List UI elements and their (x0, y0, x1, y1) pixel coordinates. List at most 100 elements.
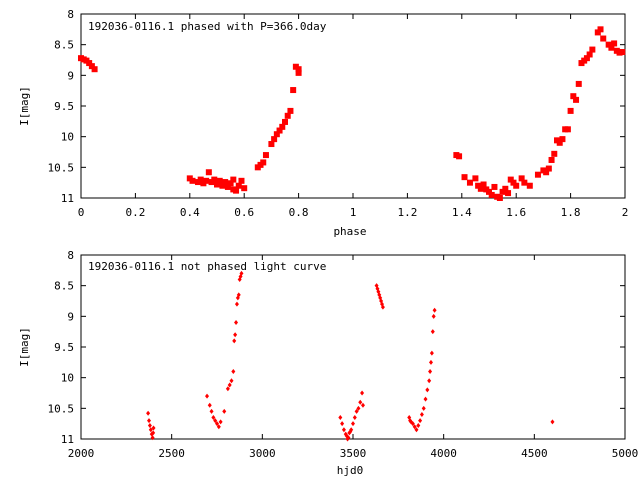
phased-x-tick-label: 0.6 (234, 206, 254, 219)
phased-data-point (502, 185, 509, 192)
phased-data-point (287, 107, 294, 114)
phased-x-tick-label: 0.4 (180, 206, 200, 219)
phased-data-point (605, 41, 612, 48)
phased-data-point (589, 46, 596, 53)
unphased-x-axis-label: hjd0 (337, 464, 364, 477)
phased-data-point (290, 87, 297, 94)
unphased-data-point (222, 408, 227, 414)
unphased-x-tick-label: 3000 (249, 447, 276, 460)
phased-y-tick-label: 8.5 (54, 39, 74, 52)
unphased-data-point (147, 423, 152, 429)
phased-y-tick-label: 10 (61, 131, 74, 144)
unphased-data-point (346, 435, 351, 441)
phased-y-tick-label: 10.5 (48, 161, 75, 174)
phased-y-tick-label: 9 (67, 69, 74, 82)
phased-data-point (260, 159, 267, 166)
unphased-data-point (412, 424, 417, 430)
unphased-y-tick-label: 10.5 (48, 402, 75, 415)
unphased-data-point (430, 329, 435, 335)
phased-data-point (86, 60, 93, 67)
unphased-y-axis-label: I[mag] (18, 327, 31, 367)
phased-data-point (268, 141, 275, 148)
phased-data-point (235, 182, 242, 189)
phased-data-point (507, 176, 514, 183)
unphased-x-tick-label: 2500 (158, 447, 185, 460)
unphased-data-point (360, 402, 365, 408)
phased-data-point (216, 177, 223, 184)
unphased-data-point (425, 387, 430, 393)
phased-data-point (499, 188, 506, 195)
unphased-y-tick-label: 11 (61, 433, 74, 446)
unphased-data-point (421, 405, 426, 411)
phased-data-point (611, 40, 618, 47)
phased-data-point (534, 171, 541, 178)
unphased-x-tick-label: 4000 (430, 447, 457, 460)
unphased-data-point (146, 410, 151, 416)
phased-axis-ticks: 0 0.2 0.4 0.6 0.8 1 1.2 1.4 1.6 1.8 2 8 8.5 9 9.5 10 10.… (48, 8, 629, 219)
phased-data-point (600, 35, 607, 42)
phased-data-point (556, 139, 563, 146)
phased-x-tick-label: 2 (622, 206, 629, 219)
unphased-data-point (239, 270, 244, 276)
unphased-data-point (233, 332, 238, 338)
phased-x-tick-label: 0.8 (289, 206, 309, 219)
unphased-x-tick-label: 4500 (521, 447, 548, 460)
phased-data-point (491, 183, 498, 190)
unphased-data-point (427, 378, 432, 384)
phased-data-point (284, 112, 291, 119)
unphased-data-point (410, 421, 415, 427)
unphased-y-tick-label: 8.5 (54, 280, 74, 293)
phased-data-point (241, 185, 248, 192)
unphased-y-tick-label: 8 (67, 249, 74, 262)
unphased-plot-frame (80, 254, 626, 440)
unphased-data-points (146, 270, 555, 442)
phased-data-point (480, 181, 487, 188)
phased-data-point (222, 179, 229, 186)
phased-x-tick-label: 1.8 (561, 206, 581, 219)
phased-data-point (219, 182, 226, 189)
phased-data-point (203, 177, 210, 184)
unphased-data-point (352, 415, 357, 421)
unphased-data-point (147, 418, 151, 424)
phased-data-point (466, 179, 473, 186)
phased-x-tick-label: 0 (78, 206, 85, 219)
phased-data-point (496, 195, 503, 201)
unphased-panel-title: 192036-0116.1 not phased light curve (88, 260, 326, 273)
unphased-data-point (341, 427, 346, 433)
phased-data-point (488, 191, 495, 198)
phased-data-point (295, 66, 302, 73)
unphased-y-tick-label: 10 (61, 372, 74, 385)
phased-data-point (548, 156, 555, 163)
unphased-data-point (338, 415, 343, 421)
unphased-data-point (227, 382, 232, 388)
phased-data-point (276, 127, 283, 134)
phased-data-point (526, 182, 533, 189)
unphased-data-point (148, 427, 153, 433)
phased-data-point (570, 93, 577, 100)
unphased-data-point (151, 430, 156, 436)
unphased-data-point (234, 301, 239, 307)
unphased-y-tick-label: 9.5 (54, 341, 74, 354)
unphased-y-tick-label: 9 (67, 310, 74, 323)
phased-y-tick-label: 8 (67, 8, 74, 21)
phased-data-point (521, 179, 528, 186)
unphased-data-point (236, 292, 241, 298)
unphased-data-point (356, 405, 361, 411)
unphased-data-point (229, 378, 234, 384)
phased-data-point (586, 51, 593, 58)
unphased-data-point (205, 393, 210, 399)
unphased-data-point (354, 408, 359, 414)
unphased-data-point (213, 418, 218, 424)
phased-data-point (205, 169, 212, 176)
phased-data-point (238, 177, 245, 184)
phased-data-point (91, 66, 98, 73)
unphased-data-point (429, 350, 434, 356)
phased-data-point (486, 188, 492, 195)
phased-data-point (295, 69, 302, 76)
unphased-data-point (428, 369, 433, 375)
phased-data-point (461, 174, 468, 181)
phased-x-tick-label: 1 (350, 206, 357, 219)
unphased-data-point (231, 369, 236, 375)
unphased-data-point (150, 435, 155, 441)
